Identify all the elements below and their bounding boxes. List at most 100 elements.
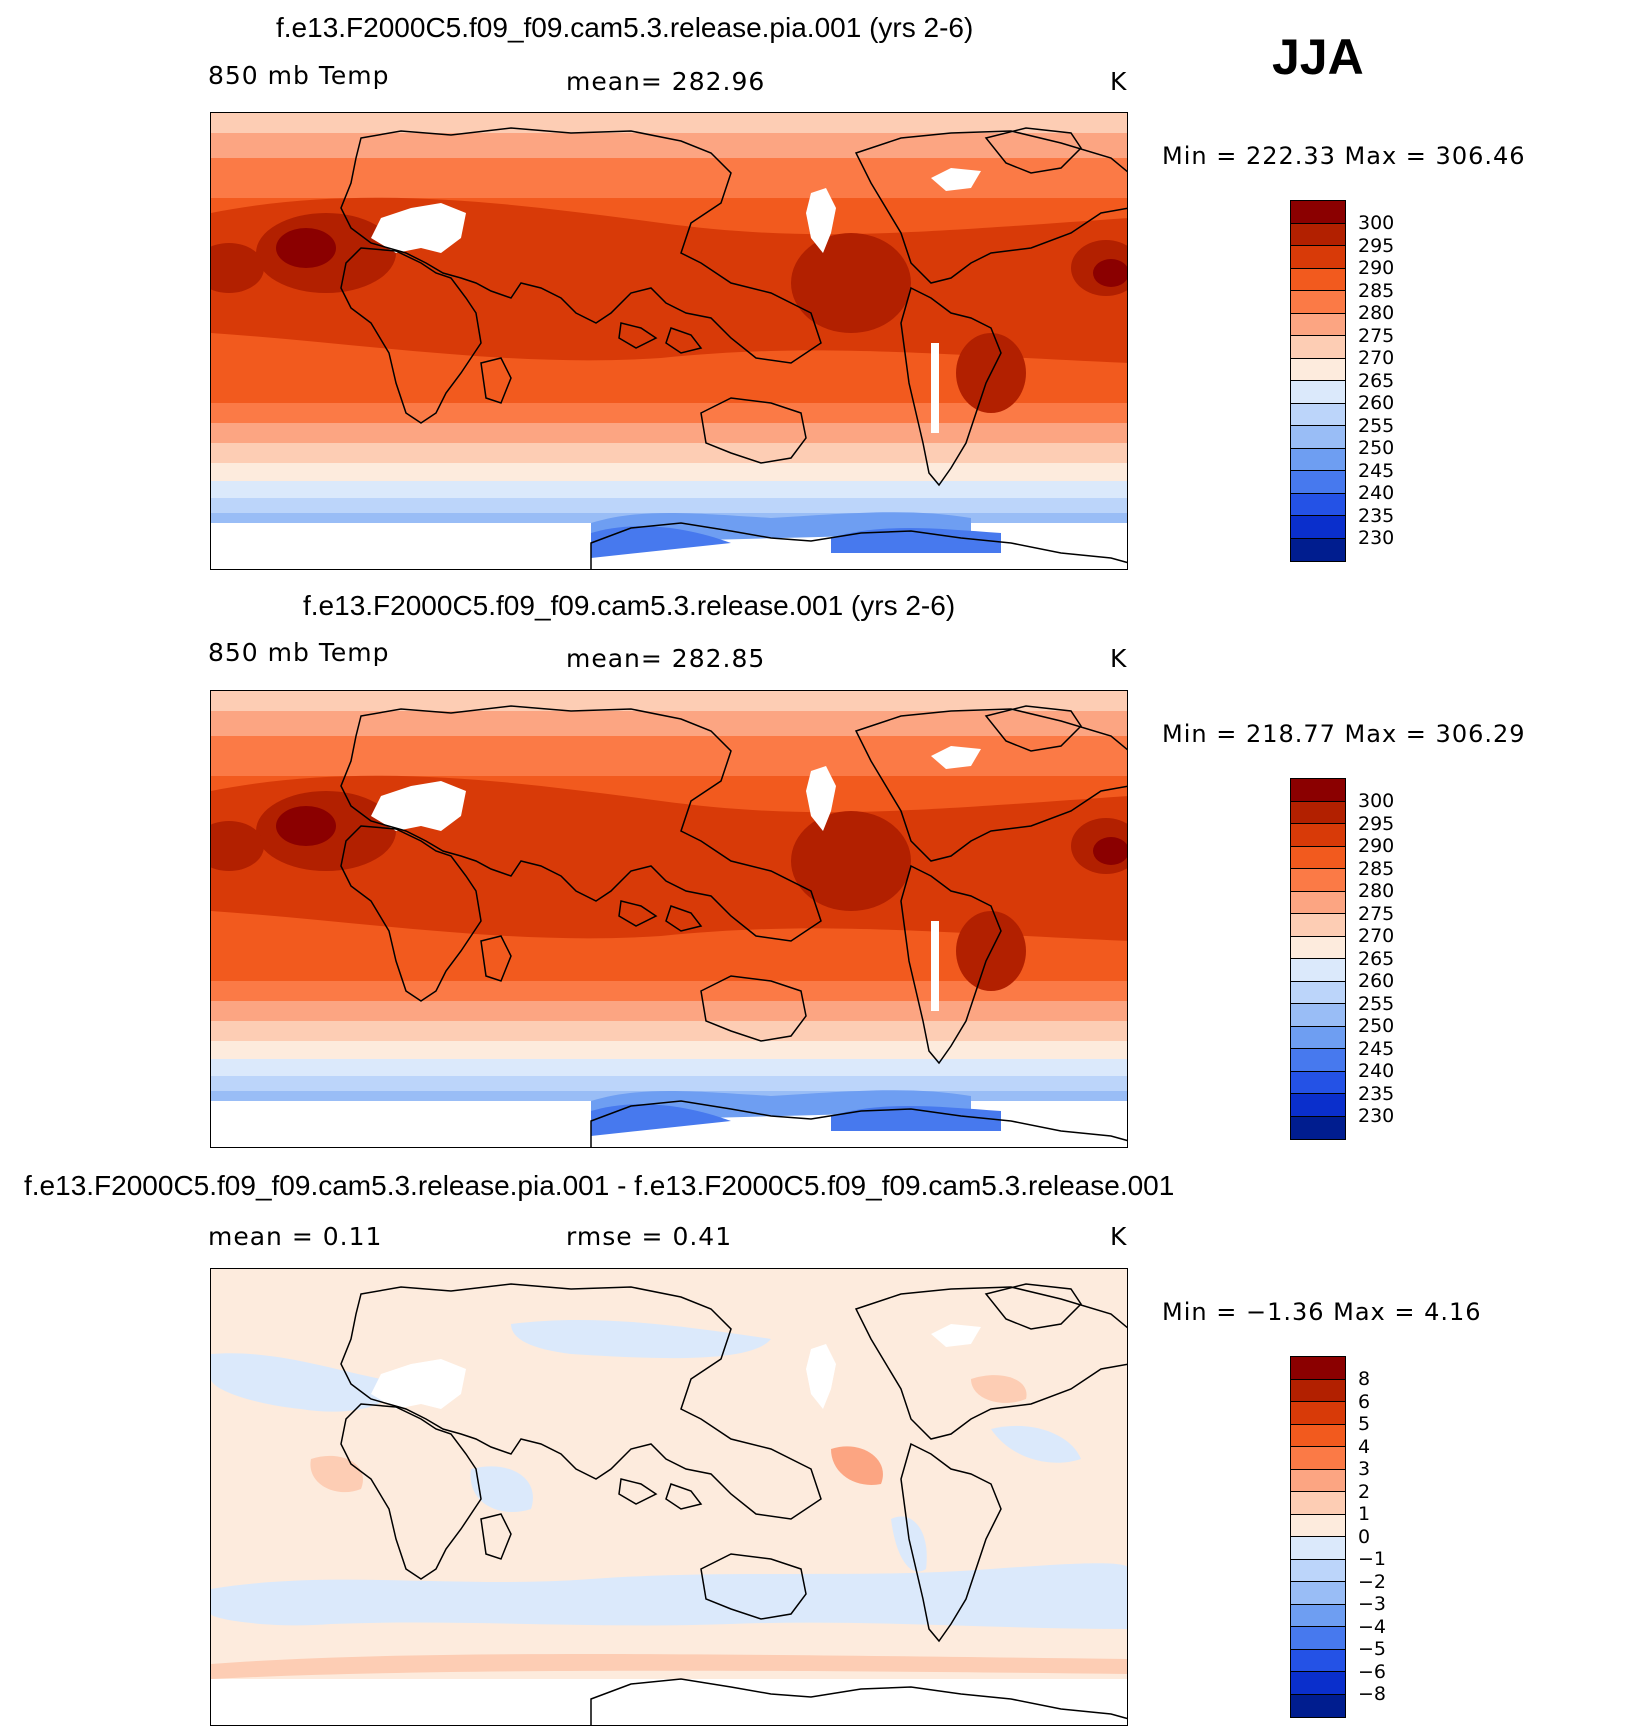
hot-region-core — [276, 806, 336, 846]
colorbar-box — [1291, 981, 1345, 1004]
cold-region-antarctic-east — [831, 1106, 1001, 1131]
colorbar-box — [1291, 493, 1345, 516]
cold-region-antarctic-west — [591, 1104, 731, 1136]
panel3-colorbar-ticks: 8 6 5 4 3 2 1 0 −1 −2 −3 −4 −5 −6 −8 — [1358, 1368, 1386, 1706]
panel2-title: f.e13.F2000C5.f09_f09.cam5.3.release.001… — [303, 590, 956, 621]
colorbar-tick-label: 270 — [1358, 925, 1395, 947]
missing-data-tibet — [371, 203, 466, 253]
colorbar-tick-label: −2 — [1358, 1570, 1387, 1593]
panel3-title: f.e13.F2000C5.f09_f09.cam5.3.release.pia… — [24, 1170, 1175, 1201]
colorbar-tick-label: 290 — [1358, 257, 1395, 279]
colorbar-box — [1291, 914, 1345, 937]
hot-region-sahara-core — [1093, 837, 1127, 865]
colorbar-box — [1291, 1469, 1345, 1492]
colorbar-tick-label: −1 — [1358, 1548, 1387, 1570]
coastline — [700, 397, 807, 464]
colorbar-tick-label: 290 — [1358, 835, 1395, 857]
colorbar-tick-label: 230 — [1358, 1105, 1395, 1127]
colorbar-tick-label: 295 — [1358, 234, 1395, 257]
panel2-minmax: Min = 218.77 Max = 306.29 — [1162, 720, 1526, 748]
coastline — [340, 825, 482, 1002]
temperature-band — [211, 691, 1127, 711]
colorbar-tick-label: 245 — [1358, 459, 1395, 482]
negative-anomaly-region — [211, 1353, 390, 1412]
colorbar-box — [1291, 824, 1345, 847]
colorbar-tick-label: 260 — [1358, 392, 1395, 414]
colorbar-box — [1291, 1402, 1345, 1425]
colorbar-box — [1291, 201, 1345, 224]
colorbar-tick-label: 255 — [1358, 992, 1395, 1015]
colorbar-tick-label: 300 — [1358, 212, 1395, 234]
colorbar-tick-label: 6 — [1358, 1390, 1371, 1413]
temperature-band — [211, 1021, 1127, 1041]
colorbar-box — [1291, 403, 1345, 426]
temperature-band — [211, 158, 1127, 198]
colorbar-tick-label: 5 — [1358, 1413, 1371, 1435]
temperature-band — [211, 1076, 1127, 1091]
colorbar-box — [1291, 959, 1345, 982]
positive-anomaly-region — [310, 1455, 363, 1493]
colorbar-box — [1291, 1537, 1345, 1560]
negative-anomaly-region — [211, 1563, 1127, 1629]
panel2-variable-label: 850 mb Temp — [208, 638, 390, 667]
coastline — [480, 357, 512, 404]
panel1-map — [210, 112, 1128, 570]
hot-region-core — [276, 228, 336, 268]
colorbar-box — [1291, 1424, 1345, 1447]
colorbar-box — [1291, 1049, 1345, 1072]
cold-region-antarctic-west — [591, 526, 731, 558]
negative-anomaly-region — [891, 1516, 927, 1572]
colorbar-tick-label: 235 — [1358, 1082, 1395, 1105]
colorbar-box — [1291, 1514, 1345, 1537]
colorbar-tick-label: 295 — [1358, 812, 1395, 835]
hot-region-sahara — [211, 243, 264, 293]
colorbar-tick-label: 285 — [1358, 857, 1395, 880]
missing-data-greenland — [931, 746, 981, 769]
temperature-band — [211, 1059, 1127, 1076]
coastline — [618, 900, 658, 927]
colorbar-tick-label: −8 — [1358, 1683, 1387, 1705]
colorbar-tick-label: 245 — [1358, 1037, 1395, 1060]
colorbar-tick-label: 235 — [1358, 504, 1395, 527]
colorbar-box — [1291, 1492, 1345, 1515]
negative-anomaly-region — [470, 1466, 533, 1513]
season-label: JJA — [1272, 29, 1364, 85]
colorbar-tick-label: 285 — [1358, 279, 1395, 302]
colorbar-box — [1291, 313, 1345, 336]
coastline — [340, 705, 822, 942]
colorbar-box — [1291, 538, 1345, 561]
coastline — [618, 1478, 658, 1505]
missing-data-greenland — [931, 168, 981, 191]
coastline — [665, 905, 703, 932]
colorbar-tick-label: 280 — [1358, 880, 1395, 902]
panel2-colorbar — [1290, 778, 1346, 1140]
colorbar-box — [1291, 1649, 1345, 1672]
coastline — [900, 1442, 1002, 1643]
panel1-title: f.e13.F2000C5.f09_f09.cam5.3.release.pia… — [276, 12, 974, 43]
colorbar-tick-label: 240 — [1358, 1060, 1395, 1082]
colorbar-box — [1291, 846, 1345, 869]
coastline — [480, 1513, 512, 1560]
coastline — [340, 127, 822, 364]
temperature-band — [211, 443, 1127, 463]
missing-data-rockies — [806, 1344, 836, 1409]
missing-data-rockies — [806, 766, 836, 831]
coastline — [665, 1483, 703, 1510]
colorbar-box — [1291, 1026, 1345, 1049]
panel1-mean-label: mean= 282.96 — [566, 67, 766, 96]
coastline — [590, 1678, 1127, 1725]
panel3-units-label: K — [1110, 1222, 1128, 1251]
colorbar-box — [1291, 381, 1345, 404]
panel2-units-label: K — [1110, 644, 1128, 673]
colorbar-box — [1291, 1672, 1345, 1695]
negative-anomaly-region — [991, 1425, 1081, 1463]
coastline — [900, 864, 1002, 1065]
hot-region-sahara-core — [1093, 259, 1127, 287]
missing-data-greenland — [931, 1324, 981, 1347]
coastline — [984, 127, 1082, 174]
colorbar-box — [1291, 1604, 1345, 1627]
colorbar-tick-label: 250 — [1358, 437, 1395, 459]
coastline — [665, 327, 703, 354]
negative-anomaly-region — [511, 1319, 771, 1359]
coastline — [984, 1283, 1082, 1330]
